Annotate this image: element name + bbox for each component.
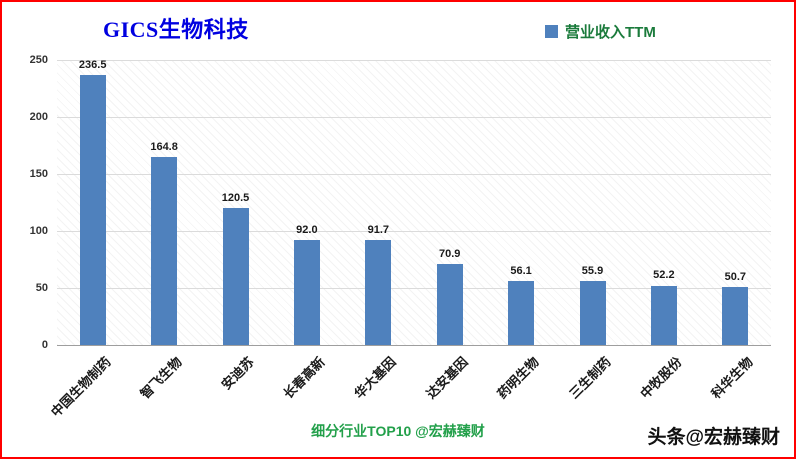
gridline [57,231,771,232]
bar-value-label: 56.1 [510,265,532,278]
y-tick-label: 0 [41,339,48,351]
y-tick-label: 150 [29,168,48,180]
gridline [57,288,771,289]
bar-value-label: 52.2 [653,269,675,282]
bar-value-label: 91.7 [367,224,389,237]
bar [436,264,463,345]
bar [508,281,535,345]
bar [650,285,677,345]
gridline [57,60,771,61]
y-tick-label: 250 [29,54,48,66]
brand-watermark: 头条@宏赫臻财 [647,427,780,448]
plot-area [57,60,771,346]
bar [293,240,320,345]
bar [722,287,749,345]
footer-watermark: 细分行业TOP10 @宏赫臻财 [311,423,485,439]
bar-value-label: 70.9 [438,248,461,261]
bar [222,207,249,345]
bar-value-label: 55.9 [581,265,604,278]
bar-value-label: 236.5 [78,59,107,72]
legend-color-swatch-icon [545,25,558,38]
legend: 营业收入TTM [545,21,656,42]
bar-value-label: 120.5 [221,191,250,204]
bar [579,281,606,345]
y-tick-label: 100 [29,225,48,237]
bar-value-label: 92.0 [296,224,318,237]
bar-value-label: 50.7 [724,271,746,284]
y-tick-label: 200 [29,111,48,123]
bar [79,75,106,345]
gridline [57,117,771,118]
gridline [57,174,771,175]
bar [151,157,178,345]
y-tick-label: 50 [35,282,48,294]
legend-label: 营业收入TTM [565,24,656,41]
bar [365,240,392,345]
bar-value-label: 164.8 [150,141,178,154]
chart-title: GICS生物科技 [103,17,249,42]
